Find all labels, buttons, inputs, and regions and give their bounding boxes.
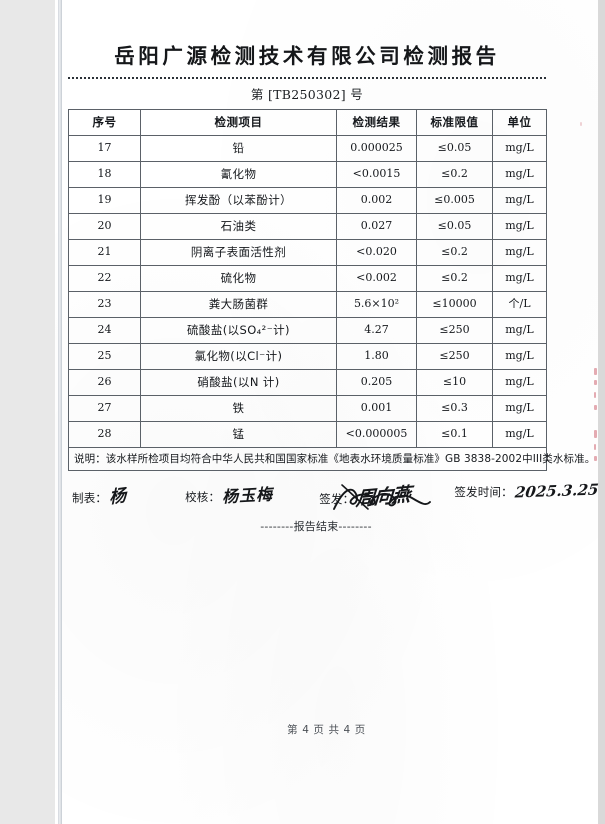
result-row-item: 石油类 [140, 212, 337, 240]
stamp-fleck [594, 405, 597, 410]
test-results-table: 序号 检测项目 检测结果 标准限值 单位 17 铅 0.000025 ≤0.05 mg/… [68, 108, 595, 471]
title-divider [68, 76, 546, 79]
table-row: 19 挥发酚（以苯酚计） 0.002 ≤0.005 mg/L [68, 186, 547, 214]
result-row-result: 4.27 [336, 316, 417, 344]
result-row-limit: ≤0.1 [416, 420, 493, 448]
table-row: 26 硝酸盐(以N 计) 0.205 ≤10 mg/L [68, 368, 547, 396]
table-row: 20 石油类 0.027 ≤0.05 mg/L [68, 212, 547, 240]
report-number: 第 [TB250302] 号 [250, 86, 364, 102]
result-row-limit: ≤10000 [416, 290, 493, 318]
result-row-item: 锰 [140, 420, 337, 448]
column-header-unit: 单位 [492, 108, 547, 136]
page-title: 岳阳广源检测技术有限公司检测报告 [114, 44, 500, 68]
table-note-row: 说明：该水样所检项目均符合中华人民共和国国家标准《地表水环境质量标准》GB 38… [68, 446, 595, 471]
stamp-fleck [594, 380, 597, 385]
result-row-result: 0.000025 [336, 134, 417, 162]
checked-by-label: 校核： [185, 489, 221, 504]
result-row-unit: mg/L [492, 394, 547, 422]
stamp-fleck [594, 444, 596, 450]
result-row-item: 硫酸盐(以SO₄²⁻计) [140, 316, 337, 344]
result-row-limit: ≤0.2 [416, 238, 493, 266]
column-header-result: 检测结果 [336, 108, 417, 136]
issue-date-field: 签发时间： 2025.3.25 [454, 480, 599, 501]
result-row-unit: mg/L [492, 186, 547, 214]
result-row-result: 0.027 [336, 212, 417, 240]
result-row-limit: ≤0.005 [416, 186, 493, 214]
result-row-result: 0.002 [336, 186, 417, 214]
result-row-unit: mg/L [492, 316, 547, 344]
result-row-item: 铁 [140, 394, 337, 422]
table-header-row: 序号 检测项目 检测结果 标准限值 单位 [68, 108, 547, 136]
result-row-limit: ≤250 [416, 342, 493, 370]
result-row-unit: mg/L [492, 212, 547, 240]
result-row-no: 27 [68, 394, 141, 422]
result-row-result: <0.000005 [336, 420, 417, 448]
result-row-no: 18 [68, 160, 141, 188]
result-row-result: <0.002 [336, 264, 417, 292]
result-row-unit: mg/L [492, 420, 547, 448]
prepared-by-label: 制表： [72, 490, 108, 505]
result-row-limit: ≤0.05 [416, 134, 493, 162]
table-row: 24 硫酸盐(以SO₄²⁻计) 4.27 ≤250 mg/L [68, 316, 547, 344]
prepared-by-field: 制表： 杨 [72, 482, 127, 508]
issue-date-label: 签发时间： [454, 484, 513, 499]
result-row-unit: mg/L [492, 238, 547, 266]
result-row-unit: mg/L [492, 368, 547, 396]
table-row: 21 阴离子表面活性剂 <0.020 ≤0.2 mg/L [68, 238, 547, 266]
page-right-edge [598, 0, 605, 824]
result-row-no: 20 [68, 212, 141, 240]
result-row-item: 阴离子表面活性剂 [140, 238, 337, 266]
table-row: 23 粪大肠菌群 5.6×10² ≤10000 个/L [68, 290, 547, 318]
result-row-limit: ≤0.2 [416, 264, 493, 292]
stamp-fleck [580, 122, 582, 126]
binding-edge-shadow [58, 0, 62, 824]
result-row-item: 粪大肠菌群 [140, 290, 337, 318]
result-row-limit: ≤0.3 [416, 394, 493, 422]
stamp-fleck [594, 392, 596, 398]
result-row-unit: 个/L [492, 290, 547, 318]
result-row-no: 19 [68, 186, 141, 214]
table-row: 17 铅 0.000025 ≤0.05 mg/L [68, 134, 547, 162]
table-body: 17 铅 0.000025 ≤0.05 mg/L 18 氰化物 <0.0015 ≤0.2 mg/L… [68, 134, 547, 448]
result-row-result: 1.80 [336, 342, 417, 370]
document-body: 岳阳广源检测技术有限公司检测报告 第 [TB250302] 号 序号 检测项目 … [68, 0, 599, 534]
page-footer-layer: 第 4 页 共 4 页 [55, 0, 598, 824]
result-row-limit: ≤10 [416, 368, 493, 396]
result-row-item: 硝酸盐(以N 计) [140, 368, 337, 396]
column-header-no: 序号 [68, 108, 141, 136]
result-row-item: 挥发酚（以苯酚计） [140, 186, 337, 214]
report-end-marker: --------报告结束-------- [260, 519, 372, 533]
checked-by-field: 校核： 杨玉梅 [185, 482, 274, 506]
result-row-no: 24 [68, 316, 141, 344]
result-row-no: 17 [68, 134, 141, 162]
result-row-result: 0.001 [336, 394, 417, 422]
compliance-note: 说明：该水样所检项目均符合中华人民共和国国家标准《地表水环境质量标准》GB 38… [68, 446, 595, 471]
stamp-fleck [594, 456, 597, 461]
page-number-footer: 第 4 页 共 4 页 [287, 724, 366, 736]
stamp-fleck [594, 368, 597, 375]
result-row-item: 氯化物(以Cl⁻计) [140, 342, 337, 370]
table-row: 27 铁 0.001 ≤0.3 mg/L [68, 394, 547, 422]
stamp-fleck [594, 430, 597, 438]
